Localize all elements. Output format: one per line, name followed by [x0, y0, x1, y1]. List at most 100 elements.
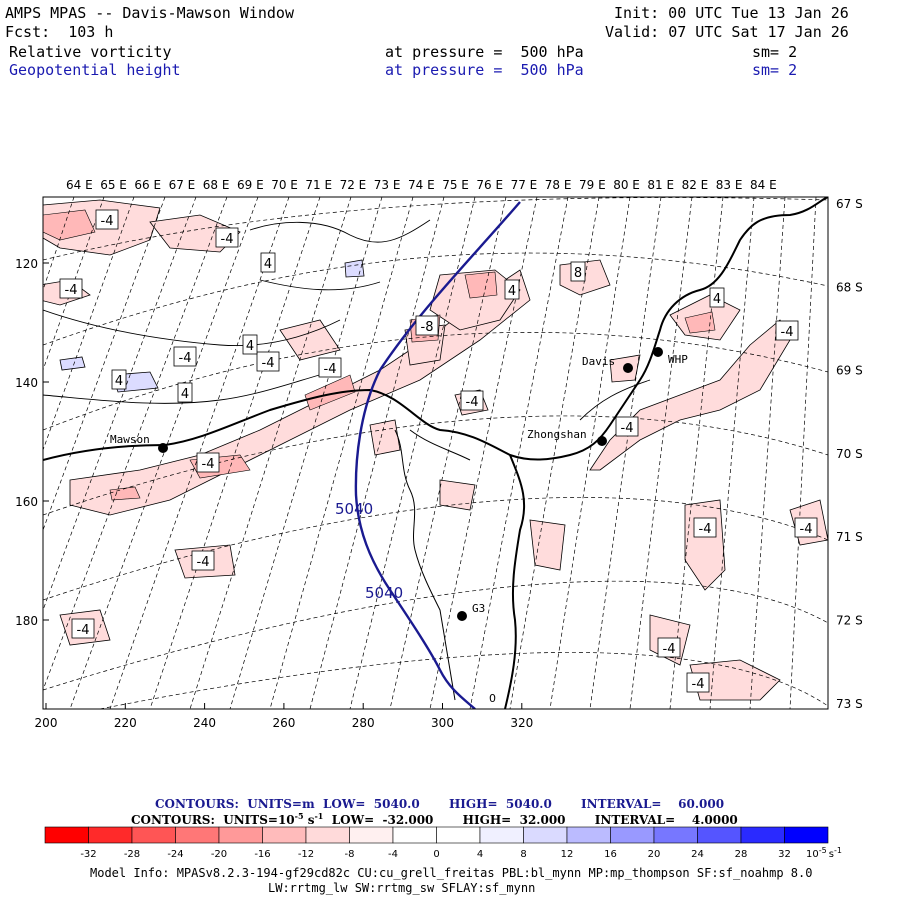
station-whp-marker — [653, 347, 663, 357]
colorbar-swatch — [653, 826, 698, 844]
vort-label: -4 — [221, 232, 234, 247]
colorbar-label: 4 — [477, 849, 483, 860]
lat-label: 67 S — [836, 197, 863, 211]
plot-area: -4 -4 4 -4 -4 -4 -4 4 4 -4 -8 4 8 4 -4 -4 -4 -4 -4 -4 -4 -4 -4… — [43, 197, 828, 709]
lat-label: 73 S — [836, 697, 863, 711]
plot-frame — [42, 196, 829, 710]
colorbar-label: 0 — [433, 849, 439, 860]
colorbar-swatch — [131, 826, 176, 844]
vort-label-box — [196, 452, 220, 473]
station-g3-label: G3 — [472, 602, 485, 615]
vort-label: -4 — [262, 356, 275, 371]
longitude-labels: 64 E 65 E 66 E 67 E 68 E 69 E 70 E 71 E 72 E 73 E… — [66, 178, 777, 192]
negative-vorticity-shading — [43, 199, 828, 701]
vort-label: -4 — [692, 677, 705, 692]
vort-label: -4 — [663, 642, 676, 657]
lon-label: 68 E — [203, 178, 230, 192]
colorbar-labels: -32 -28 -24 -20 -16 -12 -8 -4 0 4 8 12 16 20 24 28 32 — [80, 849, 791, 860]
lon-label: 64 E — [66, 178, 93, 192]
lat-label: 68 S — [836, 280, 863, 294]
lon-label: 65 E — [100, 178, 127, 192]
lon-label: 80 E — [613, 178, 640, 192]
vort-label: 4 — [246, 339, 254, 354]
lat-label: 72 S — [836, 614, 863, 628]
vort-label: -4 — [202, 457, 215, 472]
lon-label: 83 E — [716, 178, 743, 192]
colorbar-label: 32 — [778, 849, 791, 860]
latitude-labels: 67 S 68 S 69 S 70 S 71 S 72 S 73 S — [836, 197, 863, 711]
y-tick-label: 140 — [15, 376, 38, 390]
lat-label: 69 S — [836, 364, 863, 378]
colorbar-swatch — [436, 826, 481, 844]
vort-label-box — [173, 346, 197, 367]
lon-label: 71 E — [305, 178, 332, 192]
latitude-lines — [43, 197, 828, 709]
colorbar-swatch — [784, 826, 829, 844]
vort-label-box — [111, 369, 127, 390]
vort-label: 4 — [181, 387, 189, 402]
station-whp-label: WHP — [668, 353, 688, 366]
vorticity-contour-info: CONTOURS: UNITS=10-5 s-1 LOW= -32.000 HI… — [131, 811, 738, 827]
vort-label: -4 — [197, 555, 210, 570]
longitude-lines — [43, 197, 817, 709]
colorbar-label: 12 — [561, 849, 574, 860]
lon-label: 67 E — [169, 178, 196, 192]
colorbar-label: 20 — [648, 849, 661, 860]
vort-label: 8 — [574, 266, 582, 281]
vorticity-contours — [43, 219, 651, 421]
colorbar-swatch — [523, 826, 568, 844]
lon-label: 82 E — [682, 178, 709, 192]
colorbar-label: -32 — [80, 849, 96, 860]
x-tick-label: 300 — [431, 716, 454, 730]
lon-label: 79 E — [579, 178, 606, 192]
colorbar-label: -28 — [124, 849, 140, 860]
vort-label-box — [71, 618, 95, 639]
field1-name: Relative vorticity — [9, 43, 172, 61]
vort-label: -4 — [65, 283, 78, 298]
colorbar-label: -12 — [298, 849, 314, 860]
header-init: Init: 00 UTC Tue 13 Jan 26 — [614, 4, 849, 22]
vort-label-box — [693, 517, 717, 538]
lon-label: 76 E — [476, 178, 503, 192]
colorbar-label: -8 — [345, 849, 355, 860]
colorbar-label: 24 — [691, 849, 704, 860]
height-contour-info: CONTOURS: UNITS=m LOW= 5040.0 HIGH= 5040… — [155, 797, 725, 811]
vort-label: -4 — [77, 623, 90, 638]
zero-contour-label: 0 — [489, 692, 496, 705]
vort-label-box — [215, 227, 239, 248]
vort-label-box — [657, 637, 681, 658]
vort-label: -4 — [621, 421, 634, 436]
field2-level: at pressure = 500 hPa — [385, 61, 584, 79]
coastline — [43, 197, 828, 709]
lat-label: 71 S — [836, 530, 863, 544]
vort-label: 4 — [115, 374, 123, 389]
vort-label: 4 — [264, 257, 272, 272]
colorbar-swatch — [262, 826, 307, 844]
vort-label: -4 — [466, 395, 479, 410]
vort-label-box — [256, 351, 280, 372]
lon-label: 69 E — [237, 178, 264, 192]
vort-label-box — [615, 416, 639, 437]
field2-sm: sm= 2 — [752, 61, 798, 79]
x-tick-label: 240 — [193, 716, 216, 730]
vort-label-box — [260, 252, 276, 273]
colorbar-swatch — [697, 826, 742, 844]
lat-label: 70 S — [836, 447, 863, 461]
lon-label: 77 E — [511, 178, 538, 192]
vort-label-box — [95, 209, 119, 230]
lon-label: 75 E — [442, 178, 469, 192]
vort-label: -4 — [781, 325, 794, 340]
colorbar-label: 8 — [520, 849, 526, 860]
station-mawson-label: Mawson — [110, 433, 150, 446]
colorbar-swatch — [218, 826, 263, 844]
height-contour-5040 — [354, 201, 521, 709]
vort-label-box — [794, 517, 818, 538]
colorbar-label: 16 — [604, 849, 617, 860]
colorbar — [44, 826, 829, 844]
y-tick-label: 160 — [15, 495, 38, 509]
vort-label: -8 — [421, 320, 434, 335]
vort-label-box — [415, 315, 439, 336]
vort-label-box — [191, 550, 215, 571]
vort-label-box — [242, 334, 258, 355]
